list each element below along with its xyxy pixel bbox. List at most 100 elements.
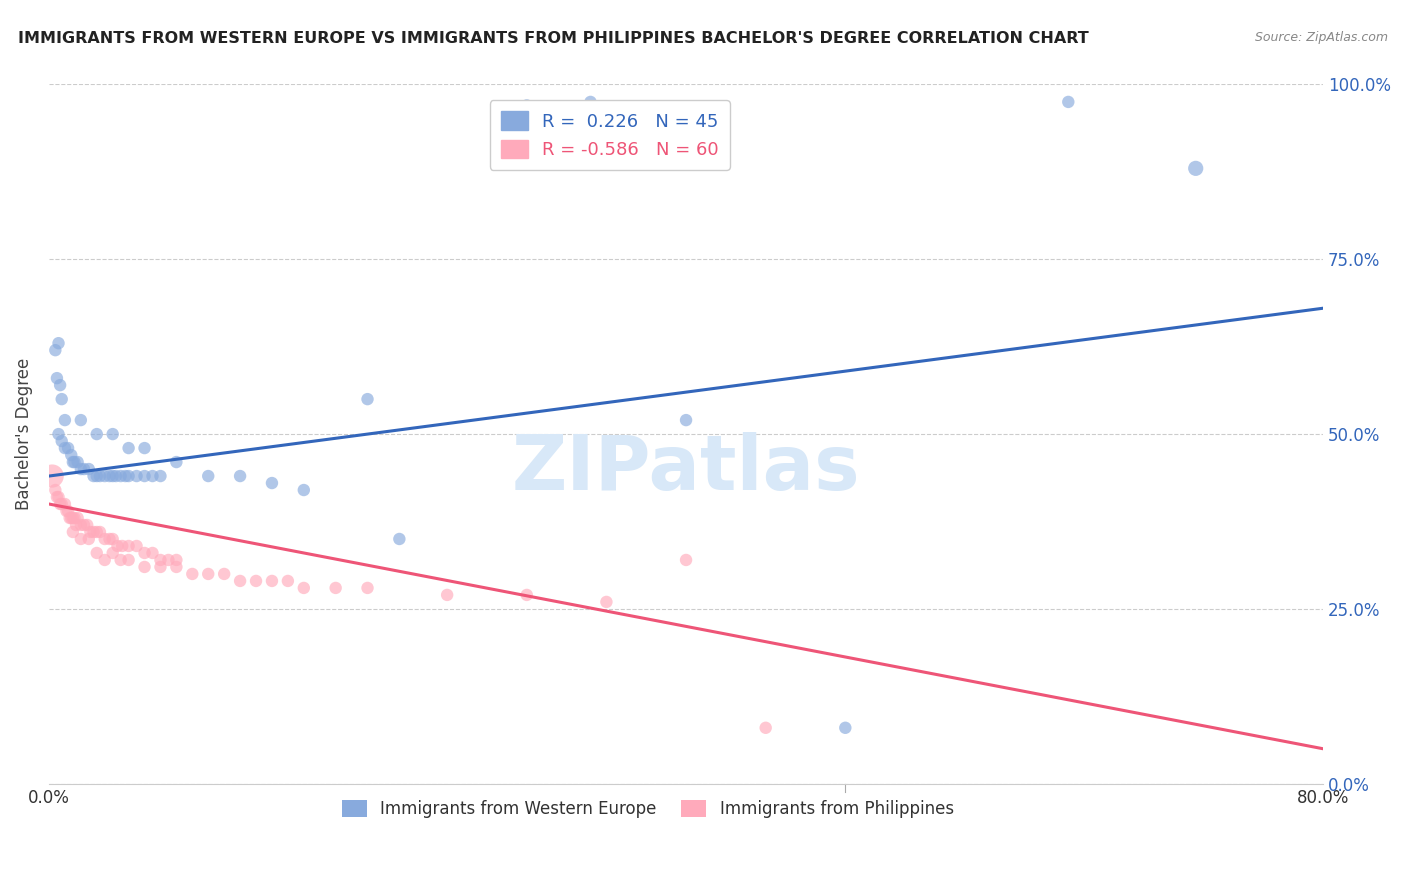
Point bbox=[86, 546, 108, 560]
Point bbox=[595, 595, 617, 609]
Point bbox=[356, 581, 378, 595]
Point bbox=[134, 546, 156, 560]
Point bbox=[69, 462, 91, 476]
Point bbox=[157, 553, 180, 567]
Point bbox=[69, 413, 91, 427]
Point bbox=[56, 441, 79, 455]
Point bbox=[53, 441, 76, 455]
Point bbox=[51, 392, 73, 406]
Point bbox=[101, 546, 124, 560]
Legend: Immigrants from Western Europe, Immigrants from Philippines: Immigrants from Western Europe, Immigran… bbox=[335, 793, 960, 824]
Text: Source: ZipAtlas.com: Source: ZipAtlas.com bbox=[1254, 31, 1388, 45]
Point bbox=[49, 378, 72, 392]
Point bbox=[516, 588, 538, 602]
Point bbox=[49, 497, 72, 511]
Point bbox=[755, 721, 778, 735]
Point bbox=[101, 427, 124, 442]
Point bbox=[76, 518, 98, 533]
Point bbox=[45, 490, 67, 504]
Point bbox=[111, 539, 134, 553]
Point bbox=[63, 511, 86, 525]
Point bbox=[107, 539, 129, 553]
Point bbox=[277, 574, 299, 588]
Point bbox=[65, 518, 87, 533]
Point bbox=[325, 581, 347, 595]
Point bbox=[73, 518, 96, 533]
Point bbox=[110, 553, 132, 567]
Point bbox=[125, 469, 148, 483]
Point bbox=[149, 469, 172, 483]
Point bbox=[117, 539, 139, 553]
Point bbox=[48, 336, 70, 351]
Point bbox=[56, 504, 79, 518]
Point bbox=[141, 469, 163, 483]
Point bbox=[89, 469, 111, 483]
Point bbox=[117, 441, 139, 455]
Point bbox=[44, 343, 66, 358]
Point bbox=[62, 511, 84, 525]
Point bbox=[83, 524, 105, 539]
Point bbox=[197, 469, 219, 483]
Point bbox=[69, 518, 91, 533]
Point bbox=[1184, 161, 1206, 176]
Point bbox=[149, 553, 172, 567]
Point bbox=[260, 574, 283, 588]
Point bbox=[117, 469, 139, 483]
Point bbox=[134, 560, 156, 574]
Point bbox=[292, 581, 315, 595]
Point bbox=[44, 483, 66, 497]
Point bbox=[69, 532, 91, 546]
Point bbox=[79, 524, 101, 539]
Point bbox=[41, 469, 63, 483]
Point bbox=[197, 566, 219, 581]
Point bbox=[59, 511, 82, 525]
Point bbox=[675, 413, 697, 427]
Point bbox=[141, 546, 163, 560]
Point bbox=[675, 553, 697, 567]
Y-axis label: Bachelor's Degree: Bachelor's Degree bbox=[15, 358, 32, 510]
Point bbox=[60, 511, 83, 525]
Point bbox=[101, 469, 124, 483]
Point bbox=[356, 392, 378, 406]
Point bbox=[73, 462, 96, 476]
Point bbox=[229, 469, 252, 483]
Point bbox=[292, 483, 315, 497]
Point bbox=[101, 532, 124, 546]
Point bbox=[165, 455, 187, 469]
Point bbox=[77, 532, 100, 546]
Point bbox=[89, 524, 111, 539]
Point bbox=[212, 566, 235, 581]
Point bbox=[51, 497, 73, 511]
Point bbox=[48, 427, 70, 442]
Point bbox=[165, 553, 187, 567]
Text: ZIPatlas: ZIPatlas bbox=[512, 432, 860, 506]
Point bbox=[45, 371, 67, 385]
Point bbox=[134, 441, 156, 455]
Point bbox=[77, 462, 100, 476]
Point bbox=[181, 566, 204, 581]
Text: IMMIGRANTS FROM WESTERN EUROPE VS IMMIGRANTS FROM PHILIPPINES BACHELOR'S DEGREE : IMMIGRANTS FROM WESTERN EUROPE VS IMMIGR… bbox=[18, 31, 1090, 46]
Point bbox=[83, 469, 105, 483]
Point bbox=[98, 469, 121, 483]
Point bbox=[51, 434, 73, 448]
Point bbox=[93, 553, 115, 567]
Point bbox=[125, 539, 148, 553]
Point bbox=[93, 469, 115, 483]
Point bbox=[260, 476, 283, 491]
Point bbox=[86, 524, 108, 539]
Point bbox=[1057, 95, 1080, 109]
Point bbox=[114, 469, 136, 483]
Point bbox=[93, 532, 115, 546]
Point bbox=[66, 455, 89, 469]
Point bbox=[110, 469, 132, 483]
Point bbox=[86, 427, 108, 442]
Point bbox=[834, 721, 856, 735]
Point bbox=[55, 504, 77, 518]
Point bbox=[62, 455, 84, 469]
Point bbox=[62, 524, 84, 539]
Point bbox=[63, 455, 86, 469]
Point bbox=[66, 511, 89, 525]
Point bbox=[48, 490, 70, 504]
Point bbox=[436, 588, 458, 602]
Point bbox=[53, 413, 76, 427]
